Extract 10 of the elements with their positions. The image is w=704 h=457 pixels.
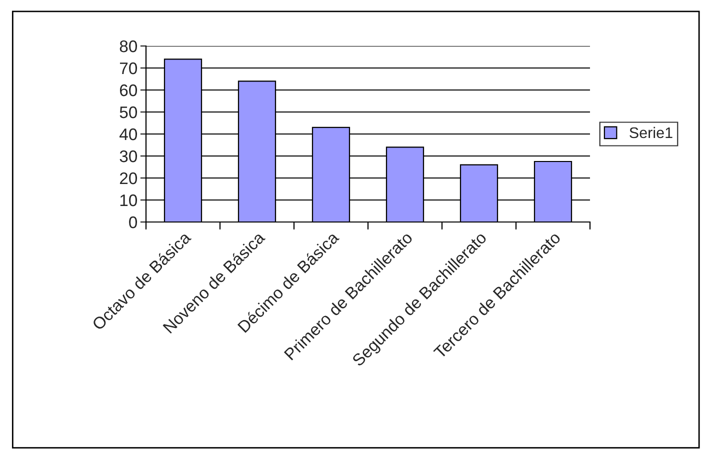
y-tick-label: 60: [120, 84, 138, 96]
y-tick-label: 30: [120, 150, 138, 162]
y-tick-label: 20: [120, 172, 138, 184]
y-tick-label: 40: [120, 128, 138, 140]
legend-label: Serie1: [630, 126, 672, 138]
y-tick-label: 50: [120, 106, 138, 118]
y-tick-label: 10: [120, 194, 138, 206]
y-tick-label: 70: [120, 62, 138, 74]
y-tick-label: 80: [120, 40, 138, 52]
y-tick-label: 0: [129, 216, 138, 228]
